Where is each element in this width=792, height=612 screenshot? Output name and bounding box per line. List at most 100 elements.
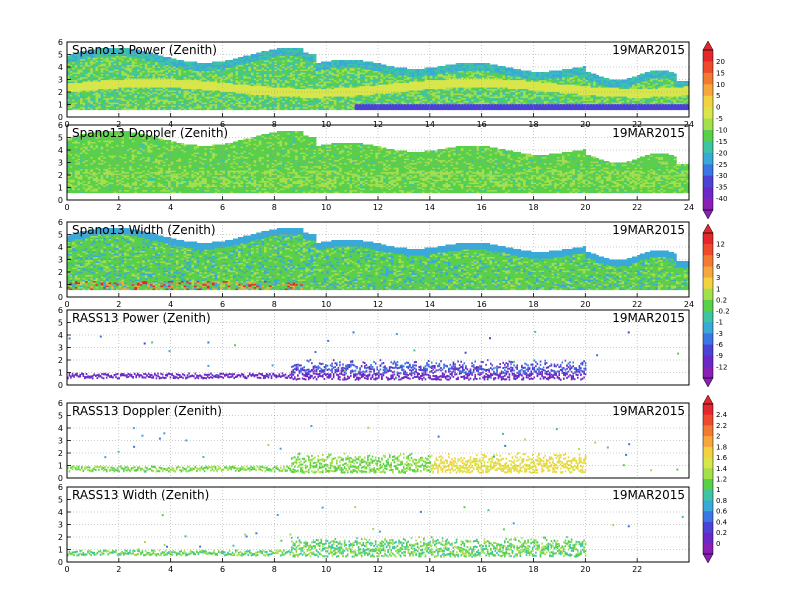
heatmap-cell xyxy=(137,52,141,55)
heatmap-cell xyxy=(411,85,415,88)
heatmap-cell xyxy=(92,106,97,109)
heatmap-cell xyxy=(264,51,268,54)
heatmap-cell xyxy=(362,108,366,111)
heatmap-cell xyxy=(173,105,177,108)
heatmap-cell xyxy=(354,91,358,94)
heatmap-cell xyxy=(414,93,418,96)
heatmap-cell xyxy=(370,97,374,100)
heatmap-cell xyxy=(214,106,218,109)
heatmap-cell xyxy=(113,106,117,109)
heatmap-cell xyxy=(155,64,159,67)
heatmap-cell xyxy=(318,88,322,91)
heatmap-cell xyxy=(238,99,242,102)
heatmap-cell xyxy=(264,87,268,90)
heatmap-cell xyxy=(315,70,319,73)
heatmap-cell xyxy=(370,106,374,109)
heatmap-cell xyxy=(422,90,426,93)
heatmap-cell xyxy=(292,82,296,85)
heatmap-cell xyxy=(328,66,332,69)
heatmap-cell xyxy=(240,79,244,82)
heatmap-cell xyxy=(251,64,255,67)
heatmap-cell xyxy=(414,87,418,90)
heatmap-cell xyxy=(295,75,299,78)
heatmap-cell xyxy=(183,79,187,82)
heatmap-cell xyxy=(80,61,84,64)
heatmap-cell xyxy=(313,105,317,108)
heatmap-cell xyxy=(266,88,270,91)
heatmap-cell xyxy=(225,90,229,93)
heatmap-cell xyxy=(69,93,73,96)
heatmap-cell xyxy=(214,85,218,88)
heatmap-cell xyxy=(152,105,156,108)
heatmap-cell xyxy=(103,79,107,82)
heatmap-cell xyxy=(118,78,122,81)
heatmap-cell xyxy=(168,58,172,61)
heatmap-cell xyxy=(196,81,200,84)
heatmap-cell xyxy=(72,93,76,96)
heatmap-cell xyxy=(271,64,275,67)
heatmap-cell xyxy=(225,61,229,64)
heatmap-cell xyxy=(240,60,244,63)
heatmap-cell xyxy=(212,87,216,90)
heatmap-cell xyxy=(380,72,384,75)
heatmap-cell xyxy=(266,85,270,88)
heatmap-cell xyxy=(370,81,374,84)
heatmap-cell xyxy=(323,63,327,66)
heatmap-cell xyxy=(204,64,208,67)
heatmap-cell xyxy=(162,90,167,93)
heatmap-cell xyxy=(362,103,366,106)
heatmap-cell xyxy=(77,78,81,81)
heatmap-cell xyxy=(258,78,262,81)
heatmap-cell xyxy=(92,93,97,96)
heatmap-cell xyxy=(100,102,104,105)
heatmap-cell xyxy=(103,55,107,58)
heatmap-cell xyxy=(243,72,247,75)
heatmap-cell xyxy=(258,100,262,103)
heatmap-cell xyxy=(212,69,216,72)
heatmap-cell xyxy=(225,75,229,78)
heatmap-cell xyxy=(264,97,268,100)
heatmap-cell xyxy=(137,49,141,52)
heatmap-cell xyxy=(74,76,78,79)
heatmap-cell xyxy=(256,81,260,84)
heatmap-cell xyxy=(318,78,322,81)
heatmap-cell xyxy=(378,93,382,96)
heatmap-cell xyxy=(274,66,278,69)
heatmap-cell xyxy=(419,91,423,94)
heatmap-cell xyxy=(90,81,94,84)
heatmap-cell xyxy=(435,81,439,84)
heatmap-cell xyxy=(87,85,91,88)
heatmap-cell xyxy=(385,82,389,85)
heatmap-cell xyxy=(188,73,192,76)
heatmap-cell xyxy=(284,79,288,82)
heatmap-cell xyxy=(134,72,138,75)
heatmap-cell xyxy=(142,72,146,75)
heatmap-cell xyxy=(385,99,389,102)
heatmap-cell xyxy=(284,108,288,111)
heatmap-cell xyxy=(419,88,423,91)
heatmap-cell xyxy=(183,85,187,88)
heatmap-cell xyxy=(243,76,247,79)
heatmap-cell xyxy=(300,76,304,79)
heatmap-cell xyxy=(69,81,73,84)
heatmap-cell xyxy=(385,73,389,76)
heatmap-cell xyxy=(240,73,244,76)
heatmap-cell xyxy=(165,61,169,64)
heatmap-cell xyxy=(295,85,299,88)
heatmap-cell xyxy=(429,88,433,91)
heatmap-cell xyxy=(134,97,138,100)
heatmap-cell xyxy=(235,105,239,108)
heatmap-cell xyxy=(126,48,130,51)
heatmap-cell xyxy=(328,67,332,70)
heatmap-cell xyxy=(100,91,104,94)
heatmap-cell xyxy=(238,72,242,75)
heatmap-cell xyxy=(339,90,343,93)
heatmap-cell xyxy=(181,87,185,90)
heatmap-cell xyxy=(85,93,89,96)
heatmap-cell xyxy=(209,108,213,111)
heatmap-cell xyxy=(258,85,262,88)
heatmap-cell xyxy=(162,102,167,105)
heatmap-cell xyxy=(160,94,164,97)
heatmap-cell xyxy=(230,70,234,73)
heatmap-cell xyxy=(243,106,247,109)
